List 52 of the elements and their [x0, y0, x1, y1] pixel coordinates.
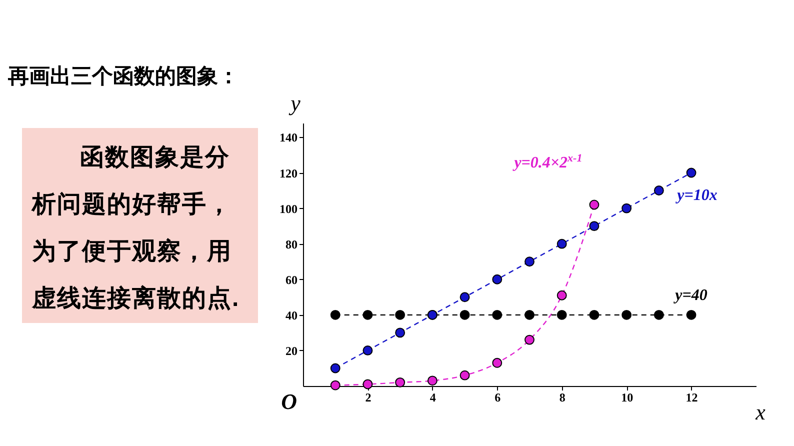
point — [686, 310, 696, 320]
point — [330, 380, 340, 390]
point — [589, 310, 600, 320]
text: O — [281, 389, 298, 414]
point — [460, 370, 470, 380]
point — [524, 334, 534, 345]
point — [330, 363, 340, 374]
point — [556, 238, 567, 249]
point — [362, 345, 373, 356]
x-tick-label: 8 — [559, 390, 566, 404]
point — [330, 310, 340, 320]
y-tick-label: 140 — [280, 130, 298, 145]
point — [686, 168, 696, 178]
text: 再画出三个函数的图象： — [8, 64, 239, 90]
point — [556, 290, 567, 300]
point — [654, 310, 664, 320]
y-tick-label: 80 — [286, 237, 298, 252]
point — [589, 221, 600, 232]
point — [362, 310, 373, 320]
text: 函数图象是分析问题的好帮手，为了便于观察，用虚线连接离散的点. — [22, 128, 258, 323]
series-label: y=10x — [675, 186, 718, 204]
point — [654, 186, 664, 196]
x-tick-label: 12 — [686, 390, 698, 404]
point — [395, 377, 406, 388]
point — [589, 200, 600, 210]
x-tick-label: 10 — [621, 390, 634, 404]
x-tick-label: 2 — [365, 390, 372, 404]
x-axis-title: x — [754, 400, 766, 424]
point — [492, 358, 502, 368]
y-tick-label: 20 — [286, 344, 298, 358]
series-label: y=0.4×2$^{x-1}$ — [512, 152, 582, 172]
point — [556, 310, 567, 320]
point — [395, 310, 406, 320]
point — [524, 310, 534, 320]
point — [622, 203, 632, 214]
y-tick-label: 100 — [280, 202, 298, 216]
point — [524, 256, 534, 267]
series-label: y=40 — [673, 286, 708, 304]
y-tick-label: 120 — [280, 166, 298, 180]
point — [460, 310, 470, 320]
point — [362, 379, 373, 390]
point — [622, 310, 632, 320]
point — [427, 376, 438, 386]
y-axis-title: y — [288, 90, 301, 116]
point — [460, 292, 470, 302]
point — [492, 310, 502, 320]
point — [395, 328, 406, 338]
y-tick-label: 40 — [286, 308, 298, 322]
x-tick-label: 4 — [430, 390, 436, 404]
x-tick-label: 6 — [494, 390, 501, 404]
point — [492, 274, 502, 284]
y-tick-label: 60 — [286, 272, 298, 287]
